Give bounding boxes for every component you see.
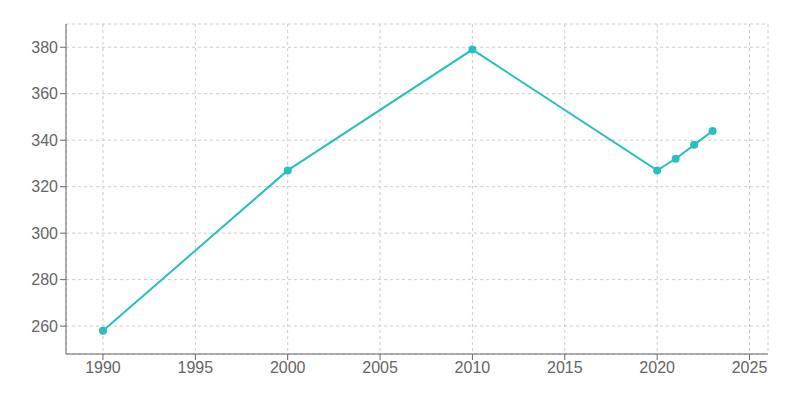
svg-text:1990: 1990 xyxy=(85,359,121,376)
svg-text:320: 320 xyxy=(31,178,58,195)
svg-text:2015: 2015 xyxy=(547,359,583,376)
svg-text:2000: 2000 xyxy=(270,359,306,376)
svg-text:1995: 1995 xyxy=(178,359,214,376)
svg-text:360: 360 xyxy=(31,85,58,102)
svg-text:280: 280 xyxy=(31,271,58,288)
svg-text:340: 340 xyxy=(31,132,58,149)
svg-text:380: 380 xyxy=(31,39,58,56)
svg-text:260: 260 xyxy=(31,318,58,335)
svg-text:2010: 2010 xyxy=(455,359,491,376)
svg-text:2025: 2025 xyxy=(732,359,768,376)
svg-text:2020: 2020 xyxy=(639,359,675,376)
svg-text:300: 300 xyxy=(31,225,58,242)
svg-text:2005: 2005 xyxy=(362,359,398,376)
